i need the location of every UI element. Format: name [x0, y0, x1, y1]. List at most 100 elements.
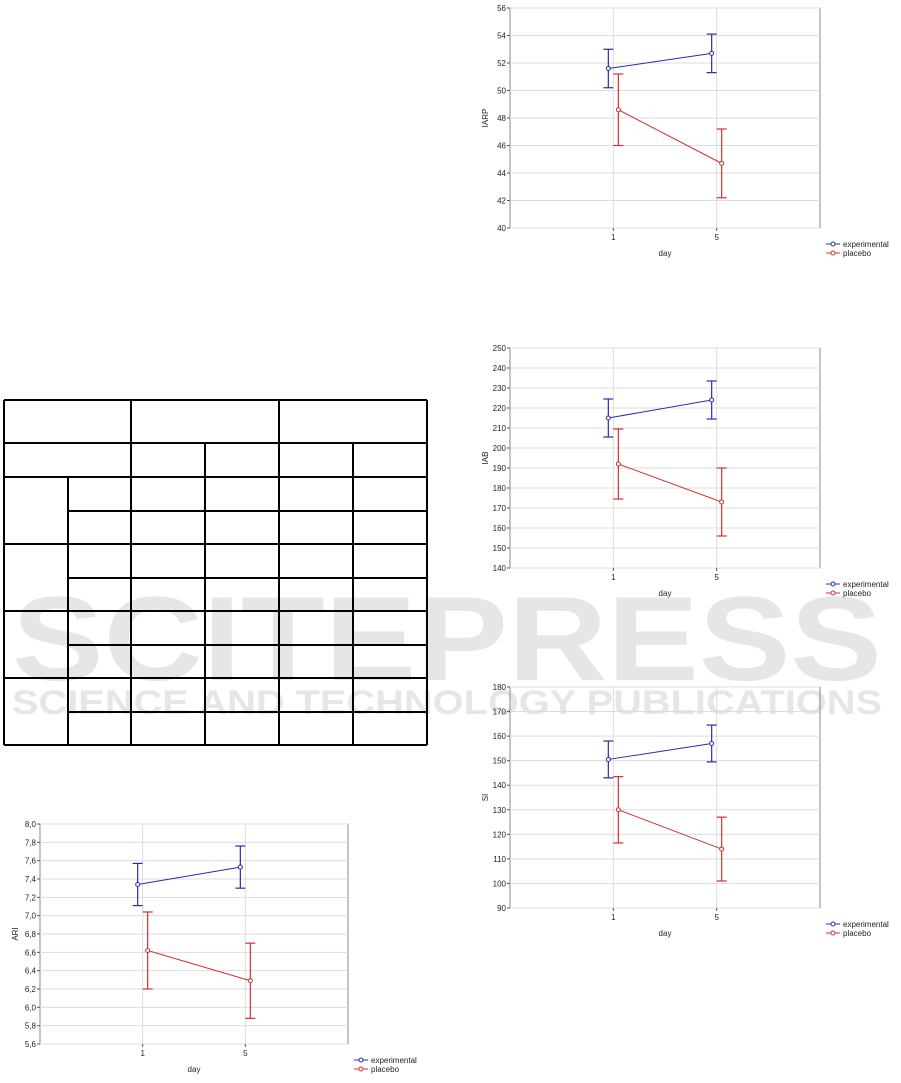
point: [615, 807, 621, 813]
y-tick-label: 230: [493, 384, 507, 393]
y-tick-label: 7,0: [25, 912, 37, 921]
series-line: [618, 809, 722, 850]
x-axis-label: day: [659, 929, 672, 938]
series-line: [618, 463, 722, 503]
y-tick-label: 140: [493, 781, 507, 790]
x-tick-label: 1: [611, 913, 616, 922]
point: [247, 978, 253, 984]
y-tick-label: 8,0: [25, 820, 37, 829]
y-tick-label: 90: [497, 904, 506, 913]
point: [719, 846, 725, 852]
y-tick-label: 6,4: [25, 967, 37, 976]
legend-label: experimental: [843, 920, 889, 929]
y-tick-label: 5,8: [25, 1022, 37, 1031]
y-tick-label: 250: [493, 344, 507, 353]
legend-marker: [830, 921, 836, 927]
legend-marker: [830, 590, 836, 596]
y-tick-label: 46: [497, 142, 506, 151]
point: [719, 160, 725, 166]
y-tick-label: 7,8: [25, 838, 37, 847]
y-tick-label: 240: [493, 364, 507, 373]
y-tick-label: 7,6: [25, 857, 37, 866]
legend-marker: [830, 930, 836, 936]
point: [719, 499, 725, 505]
x-axis-label: day: [659, 589, 672, 598]
y-tick-label: 120: [493, 830, 507, 839]
series-line: [608, 399, 712, 419]
legend-label: experimental: [843, 240, 889, 249]
series-line: [608, 52, 712, 69]
legend-label: placebo: [371, 1065, 400, 1074]
y-tick-label: 54: [497, 32, 506, 41]
x-tick-label: 1: [611, 233, 616, 242]
point: [605, 415, 611, 421]
x-tick-label: 5: [243, 1049, 248, 1058]
point: [615, 107, 621, 113]
x-tick-label: 5: [714, 233, 719, 242]
y-tick-label: 50: [497, 87, 506, 96]
y-tick-label: 180: [493, 683, 507, 692]
x-axis-label: day: [659, 249, 672, 258]
y-tick-label: 44: [497, 169, 506, 178]
y-tick-label: 200: [493, 444, 507, 453]
point: [709, 50, 715, 56]
point: [605, 756, 611, 762]
legend-label: placebo: [843, 589, 872, 598]
y-tick-label: 220: [493, 404, 507, 413]
y-axis-label: IAB: [481, 452, 490, 465]
y-tick-label: 40: [497, 224, 506, 233]
y-tick-label: 100: [493, 879, 507, 888]
point: [709, 397, 715, 403]
legend-marker: [830, 250, 836, 256]
legend-marker: [358, 1057, 364, 1063]
y-tick-label: 6,6: [25, 948, 37, 957]
y-axis-label: IARP: [481, 109, 490, 128]
y-tick-label: 7,2: [25, 893, 37, 902]
y-tick-label: 170: [493, 708, 507, 717]
legend-label: placebo: [843, 929, 872, 938]
y-tick-label: 5,6: [25, 1040, 37, 1049]
legend-marker: [830, 581, 836, 587]
y-tick-label: 150: [493, 544, 507, 553]
y-axis-label: SI: [481, 794, 490, 802]
y-tick-label: 160: [493, 524, 507, 533]
x-tick-label: 1: [611, 573, 616, 582]
plot-area: [509, 347, 821, 569]
y-tick-label: 6,2: [25, 985, 37, 994]
y-tick-label: 6,8: [25, 930, 37, 939]
y-tick-label: 150: [493, 757, 507, 766]
y-tick-label: 180: [493, 484, 507, 493]
point: [145, 948, 151, 953]
empty-table: [3, 399, 428, 746]
y-tick-label: 140: [493, 564, 507, 573]
legend-marker: [830, 241, 836, 247]
y-axis-label: ARI: [11, 927, 20, 940]
legend-label: placebo: [843, 249, 872, 258]
y-tick-label: 170: [493, 504, 507, 513]
series-line: [147, 950, 251, 982]
series-line: [618, 109, 722, 164]
point: [135, 882, 141, 887]
y-tick-label: 210: [493, 424, 507, 433]
series-line: [137, 866, 241, 885]
x-axis-label: day: [188, 1065, 201, 1074]
y-tick-label: 7,4: [25, 875, 37, 884]
x-tick-label: 5: [714, 573, 719, 582]
y-tick-label: 42: [497, 197, 506, 206]
x-tick-label: 1: [140, 1049, 145, 1058]
y-tick-label: 48: [497, 114, 506, 123]
x-tick-label: 5: [714, 913, 719, 922]
y-tick-label: 6,0: [25, 1003, 37, 1012]
legend-label: experimental: [843, 580, 889, 589]
y-tick-label: 110: [493, 855, 506, 864]
legend-marker: [358, 1066, 364, 1072]
legend-label: experimental: [371, 1056, 417, 1065]
y-tick-label: 190: [493, 464, 507, 473]
watermark-title: SCITEPRESS: [12, 572, 882, 706]
point: [605, 66, 611, 71]
series-line: [608, 742, 712, 760]
y-tick-label: 56: [497, 4, 506, 13]
point: [709, 740, 715, 746]
